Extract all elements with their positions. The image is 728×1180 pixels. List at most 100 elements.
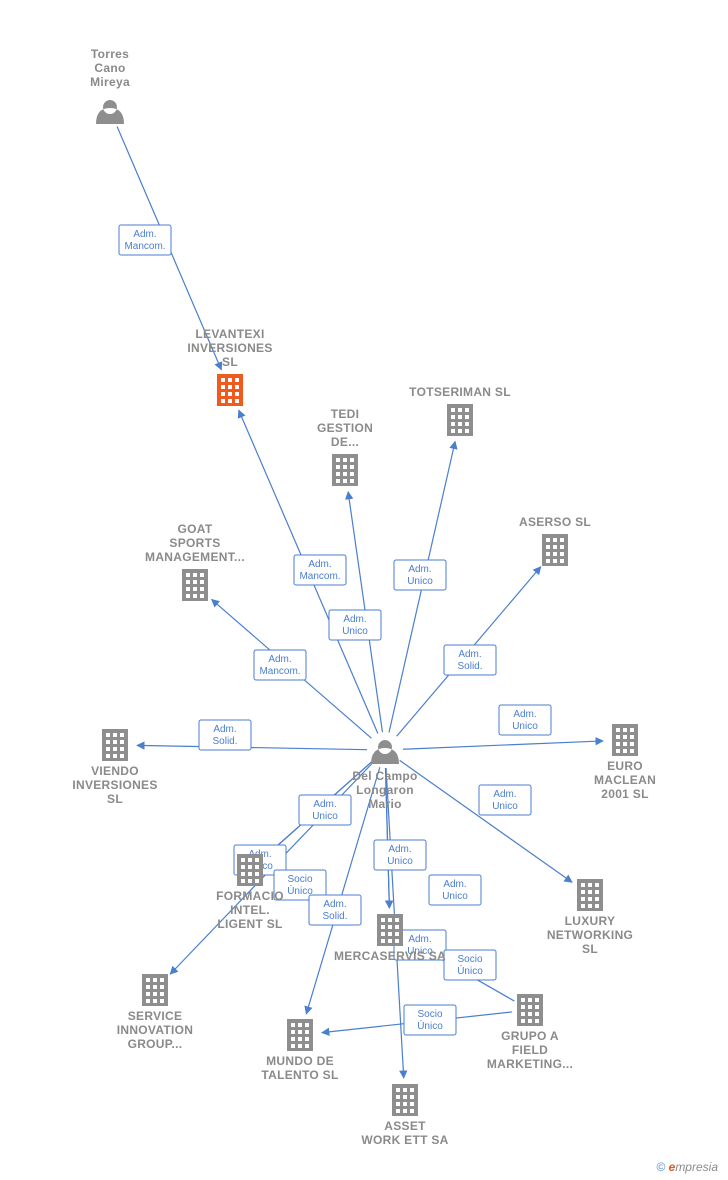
node-label: MACLEAN (594, 773, 656, 787)
company-node[interactable]: GRUPO AFIELDMARKETING... (487, 994, 573, 1071)
node-label: INNOVATION (117, 1023, 194, 1037)
company-node[interactable]: ASERSO SL (519, 515, 591, 566)
edge-label: Adm.Mancom. (254, 650, 306, 680)
svg-text:Adm.: Adm. (213, 724, 236, 735)
svg-text:Mancom.: Mancom. (259, 666, 300, 677)
node-label: GRUPO A (501, 1029, 559, 1043)
company-node[interactable]: LEVANTEXIINVERSIONESSL (187, 327, 272, 406)
node-label: SPORTS (169, 536, 220, 550)
person-node[interactable]: TorresCanoMireya (90, 47, 130, 124)
node-label: INVERSIONES (187, 341, 272, 355)
company-node[interactable]: ASSETWORK ETT SA (361, 1084, 448, 1147)
node-label: Torres (91, 47, 129, 61)
building-icon (142, 974, 168, 1006)
edge-label: Adm.Mancom. (119, 225, 171, 255)
svg-text:Adm.: Adm. (268, 654, 291, 665)
svg-text:Único: Único (417, 1019, 443, 1032)
node-label: Mireya (90, 75, 130, 89)
node-label: Mario (368, 797, 402, 811)
svg-text:Adm.: Adm. (493, 789, 516, 800)
svg-text:Adm.: Adm. (408, 934, 431, 945)
building-icon (182, 569, 208, 601)
edge-label: SocioÚnico (404, 1005, 456, 1035)
node-label: SERVICE (128, 1009, 183, 1023)
node-label: EURO (607, 759, 643, 773)
node-label: MARKETING... (487, 1057, 573, 1071)
svg-text:Adm.: Adm. (313, 799, 336, 810)
edge-label: Adm.Unico (479, 785, 531, 815)
person-icon (371, 740, 399, 764)
brand-rest: mpresia (675, 1160, 718, 1174)
company-node[interactable]: SERVICEINNOVATIONGROUP... (117, 974, 194, 1051)
svg-text:Socio: Socio (457, 954, 482, 965)
footer-branding: © empresia (656, 1160, 718, 1174)
edge-label: Adm.Solid. (309, 895, 361, 925)
node-label: SL (582, 942, 598, 956)
node-label: TEDI (331, 407, 360, 421)
node-label: LIGENT SL (217, 917, 282, 931)
building-icon (237, 854, 263, 886)
node-label: FORMACIO (216, 889, 284, 903)
node-label: Del Campo (352, 769, 417, 783)
company-node[interactable]: LUXURYNETWORKINGSL (547, 879, 633, 956)
node-label: SL (107, 792, 123, 806)
svg-text:Adm.: Adm. (443, 879, 466, 890)
person-node[interactable]: Del CampoLongaronMario (352, 740, 417, 811)
edge-label: Adm.Solid. (444, 645, 496, 675)
svg-text:Solid.: Solid. (212, 736, 237, 747)
node-label: TOTSERIMAN SL (409, 385, 511, 399)
node-label: MERCASERVIS SA (334, 949, 446, 963)
edge-label: Adm.Unico (299, 795, 351, 825)
svg-text:Unico: Unico (512, 721, 538, 732)
svg-text:Solid.: Solid. (322, 911, 347, 922)
building-icon (102, 729, 128, 761)
svg-text:Unico: Unico (342, 626, 368, 637)
company-node[interactable]: EUROMACLEAN2001 SL (594, 724, 656, 801)
node-label: NETWORKING (547, 928, 633, 942)
edge-label: Adm.Unico (429, 875, 481, 905)
node-label: Cano (94, 61, 125, 75)
svg-text:Adm.: Adm. (323, 899, 346, 910)
svg-text:Adm.: Adm. (308, 559, 331, 570)
edge-label: Adm.Unico (499, 705, 551, 735)
company-node[interactable]: MUNDO DETALENTO SL (261, 1019, 338, 1082)
node-label: INVERSIONES (72, 778, 157, 792)
company-node[interactable]: VIENDOINVERSIONESSL (72, 729, 157, 806)
person-icon (96, 100, 124, 124)
building-icon (332, 454, 358, 486)
building-icon (287, 1019, 313, 1051)
node-label: MANAGEMENT... (145, 550, 245, 564)
svg-text:Socio: Socio (287, 874, 312, 885)
node-label: TALENTO SL (261, 1068, 338, 1082)
building-icon (612, 724, 638, 756)
svg-text:Mancom.: Mancom. (299, 571, 340, 582)
svg-text:Adm.: Adm. (408, 564, 431, 575)
building-icon (517, 994, 543, 1026)
svg-text:Adm.: Adm. (343, 614, 366, 625)
building-icon (577, 879, 603, 911)
copyright-symbol: © (656, 1160, 665, 1174)
node-label: FIELD (512, 1043, 548, 1057)
building-icon (217, 374, 243, 406)
node-label: GROUP... (128, 1037, 183, 1051)
svg-text:Unico: Unico (442, 891, 468, 902)
node-label: ASERSO SL (519, 515, 591, 529)
svg-text:Adm.: Adm. (513, 709, 536, 720)
svg-text:Unico: Unico (312, 811, 338, 822)
svg-text:Mancom.: Mancom. (124, 241, 165, 252)
edge-label: Adm.Mancom. (294, 555, 346, 585)
node-label: VIENDO (91, 764, 139, 778)
node-label: INTEL. (230, 903, 270, 917)
svg-text:Unico: Unico (387, 856, 413, 867)
building-icon (392, 1084, 418, 1116)
company-node[interactable]: TEDIGESTIONDE... (317, 407, 373, 486)
svg-text:Unico: Unico (407, 576, 433, 587)
company-node[interactable]: GOATSPORTSMANAGEMENT... (145, 522, 245, 601)
company-node[interactable]: TOTSERIMAN SL (409, 385, 511, 436)
node-label: GOAT (178, 522, 213, 536)
svg-text:Único: Único (457, 964, 483, 977)
edge-label: Adm.Unico (329, 610, 381, 640)
edge-label: Adm.Unico (374, 840, 426, 870)
edge-label: Adm.Unico (394, 560, 446, 590)
svg-text:Adm.: Adm. (388, 844, 411, 855)
